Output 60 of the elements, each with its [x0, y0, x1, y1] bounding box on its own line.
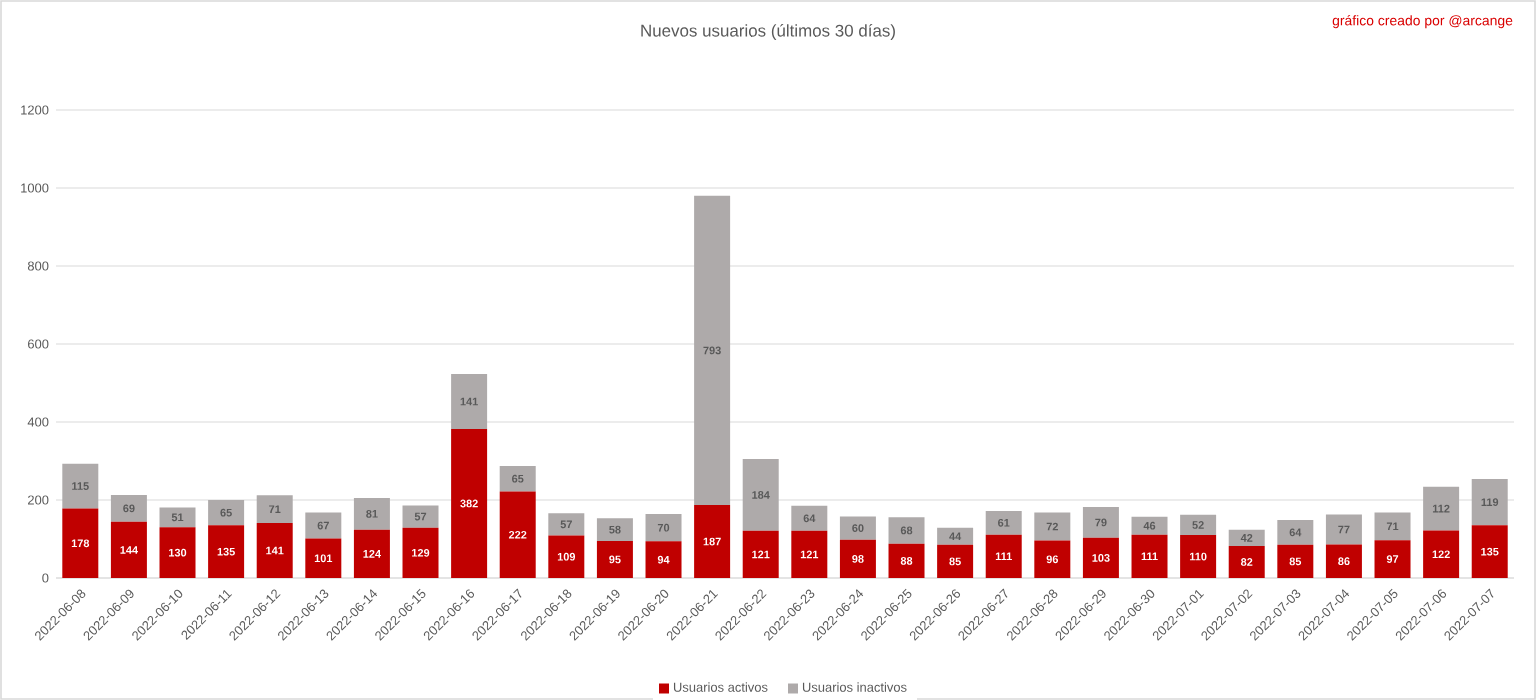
bar [937, 527, 974, 545]
bar [62, 463, 99, 509]
bar [888, 543, 925, 578]
bar [694, 195, 731, 506]
bar [1180, 514, 1217, 536]
bar [110, 494, 147, 522]
bar [451, 374, 488, 430]
bar [499, 466, 536, 492]
bar [888, 517, 925, 544]
bar [353, 498, 390, 530]
bar [596, 540, 633, 578]
bar [742, 459, 779, 531]
bar [548, 513, 585, 536]
bar [1374, 540, 1411, 578]
bar [305, 538, 342, 578]
bar [208, 525, 245, 578]
bar [1423, 486, 1460, 531]
bar [839, 539, 876, 578]
bar [1034, 512, 1071, 541]
bar [1277, 519, 1314, 545]
bar [548, 535, 585, 578]
bar [1325, 544, 1362, 578]
bar [208, 500, 245, 526]
bar [1423, 530, 1460, 578]
bar [645, 541, 682, 578]
bar [402, 527, 439, 578]
bar [353, 529, 390, 578]
bar [499, 491, 536, 578]
bar [1277, 544, 1314, 578]
bar [742, 530, 779, 578]
bar [937, 544, 974, 578]
bar [1180, 535, 1217, 578]
bar [1471, 478, 1508, 526]
bar [62, 508, 99, 578]
bar [791, 505, 828, 531]
bar [1228, 546, 1265, 578]
bar [159, 527, 196, 578]
bar [1034, 540, 1071, 578]
bar [1131, 534, 1168, 578]
bar [694, 505, 731, 578]
bar [256, 495, 293, 524]
bar [1082, 537, 1119, 578]
bar [839, 516, 876, 540]
bar [110, 521, 147, 578]
bar [1082, 507, 1119, 538]
bar [402, 505, 439, 528]
bar [256, 523, 293, 578]
bar [159, 507, 196, 528]
bar [791, 530, 828, 578]
bar [645, 514, 682, 542]
bar [985, 510, 1022, 535]
bar [305, 512, 342, 539]
bar [596, 518, 633, 541]
bar [1471, 525, 1508, 578]
chart-title: Nuevos usuarios (últimos 30 días) [641, 24, 895, 40]
bar [1131, 516, 1168, 535]
bar [985, 534, 1022, 578]
bar [451, 429, 488, 578]
bar [1374, 512, 1411, 541]
bar [1325, 514, 1362, 545]
